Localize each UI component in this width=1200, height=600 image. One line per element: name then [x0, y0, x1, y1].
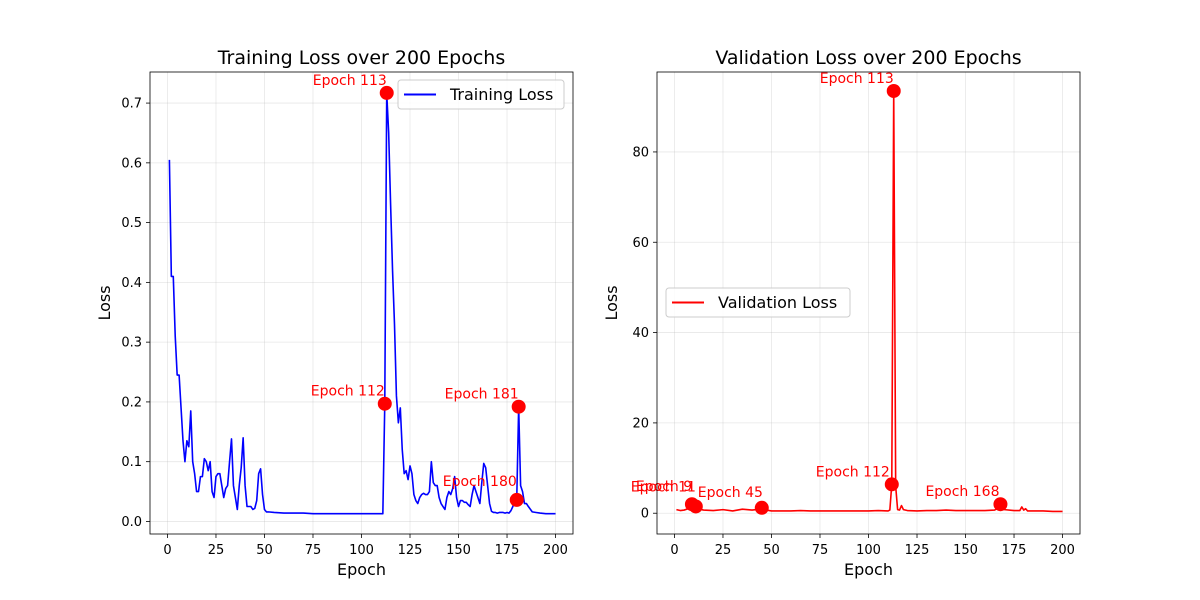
x-tick-label: 50: [256, 543, 273, 558]
chart-title: Validation Loss over 200 Epochs: [715, 47, 1021, 69]
x-axis-label: Epoch: [844, 560, 893, 579]
peak-annotation: Epoch 112: [311, 384, 385, 400]
peak-marker: [377, 396, 392, 411]
y-tick-label: 0.2: [121, 395, 142, 410]
y-tick-label: 20: [632, 416, 649, 431]
x-tick-label: 50: [763, 543, 780, 558]
peak-marker: [688, 499, 703, 514]
y-tick-label: 0.5: [121, 216, 142, 231]
chart-title: Training Loss over 200 Epochs: [217, 47, 506, 69]
axes-frame: [656, 71, 1081, 535]
x-tick-label: 25: [208, 543, 225, 558]
x-tick-label: 75: [812, 543, 829, 558]
peak-annotation: Epoch 9: [636, 479, 692, 495]
y-tick-label: 40: [632, 326, 649, 341]
y-axis-label: Loss: [602, 285, 621, 320]
x-tick-label: 175: [495, 543, 520, 558]
peak-marker: [884, 477, 899, 492]
peak-marker: [509, 492, 524, 507]
peak-annotation: Epoch 112: [816, 464, 890, 480]
legend: Validation Loss: [665, 287, 851, 318]
x-tick-label: 0: [163, 543, 171, 558]
peak-annotation: Epoch 113: [820, 71, 894, 87]
peak-marker: [886, 83, 901, 98]
training-loss-panel: 0 25 50 75 100 125 150 175 200 0.0 0.1 0.2 0.3 0.4 0.5…: [95, 47, 574, 579]
x-axis-label: Epoch: [337, 560, 386, 579]
x-tick-label: 125: [905, 543, 930, 558]
x-tick-label: 100: [856, 543, 881, 558]
legend-box: [397, 79, 565, 110]
training-loss-line: [168, 92, 556, 515]
peak-annotation: Epoch 11: [631, 479, 696, 495]
x-tick-label: 25: [715, 543, 732, 558]
x-tick-label: 200: [1050, 543, 1075, 558]
legend-label: Training Loss: [449, 85, 553, 104]
peak-annotation: Epoch 113: [313, 73, 387, 89]
y-tick-label: 80: [632, 145, 649, 160]
y-tick-label: 0: [641, 507, 649, 522]
y-tick-label: 0.0: [121, 515, 142, 530]
y-tick-label: 60: [632, 236, 649, 251]
peak-marker: [379, 85, 394, 100]
legend: Training Loss: [397, 79, 565, 110]
peak-annotation: Epoch 45: [698, 485, 763, 501]
x-tick-label: 175: [1002, 543, 1027, 558]
x-tick-label: 200: [543, 543, 568, 558]
x-tick-label: 125: [398, 543, 423, 558]
x-tick-label: 0: [670, 543, 678, 558]
x-tick-label: 150: [953, 543, 978, 558]
y-axis-label: Loss: [95, 285, 114, 320]
y-tick-label: 0.6: [121, 156, 142, 171]
validation-loss-panel: 0 25 50 75 100 125 150 175 200 0 20 40 60 80 Epoch 113…: [602, 47, 1081, 579]
peak-annotation: Epoch 180: [443, 474, 517, 490]
peak-annotation: Epoch 181: [445, 387, 519, 403]
x-tick-label: 75: [305, 543, 322, 558]
y-tick-label: 0.4: [121, 276, 142, 291]
axes-frame: [149, 71, 574, 535]
peak-marker: [511, 399, 526, 414]
x-tick-label: 100: [349, 543, 374, 558]
peak-annotation: Epoch 168: [925, 484, 999, 500]
y-tick-label: 0.1: [121, 455, 142, 470]
peak-marker: [993, 497, 1008, 512]
legend-label: Validation Loss: [718, 293, 837, 312]
legend-box: [665, 287, 851, 318]
y-tick-label: 0.7: [121, 97, 142, 112]
x-tick-label: 150: [446, 543, 471, 558]
peak-marker: [754, 500, 769, 515]
y-tick-label: 0.3: [121, 336, 142, 351]
